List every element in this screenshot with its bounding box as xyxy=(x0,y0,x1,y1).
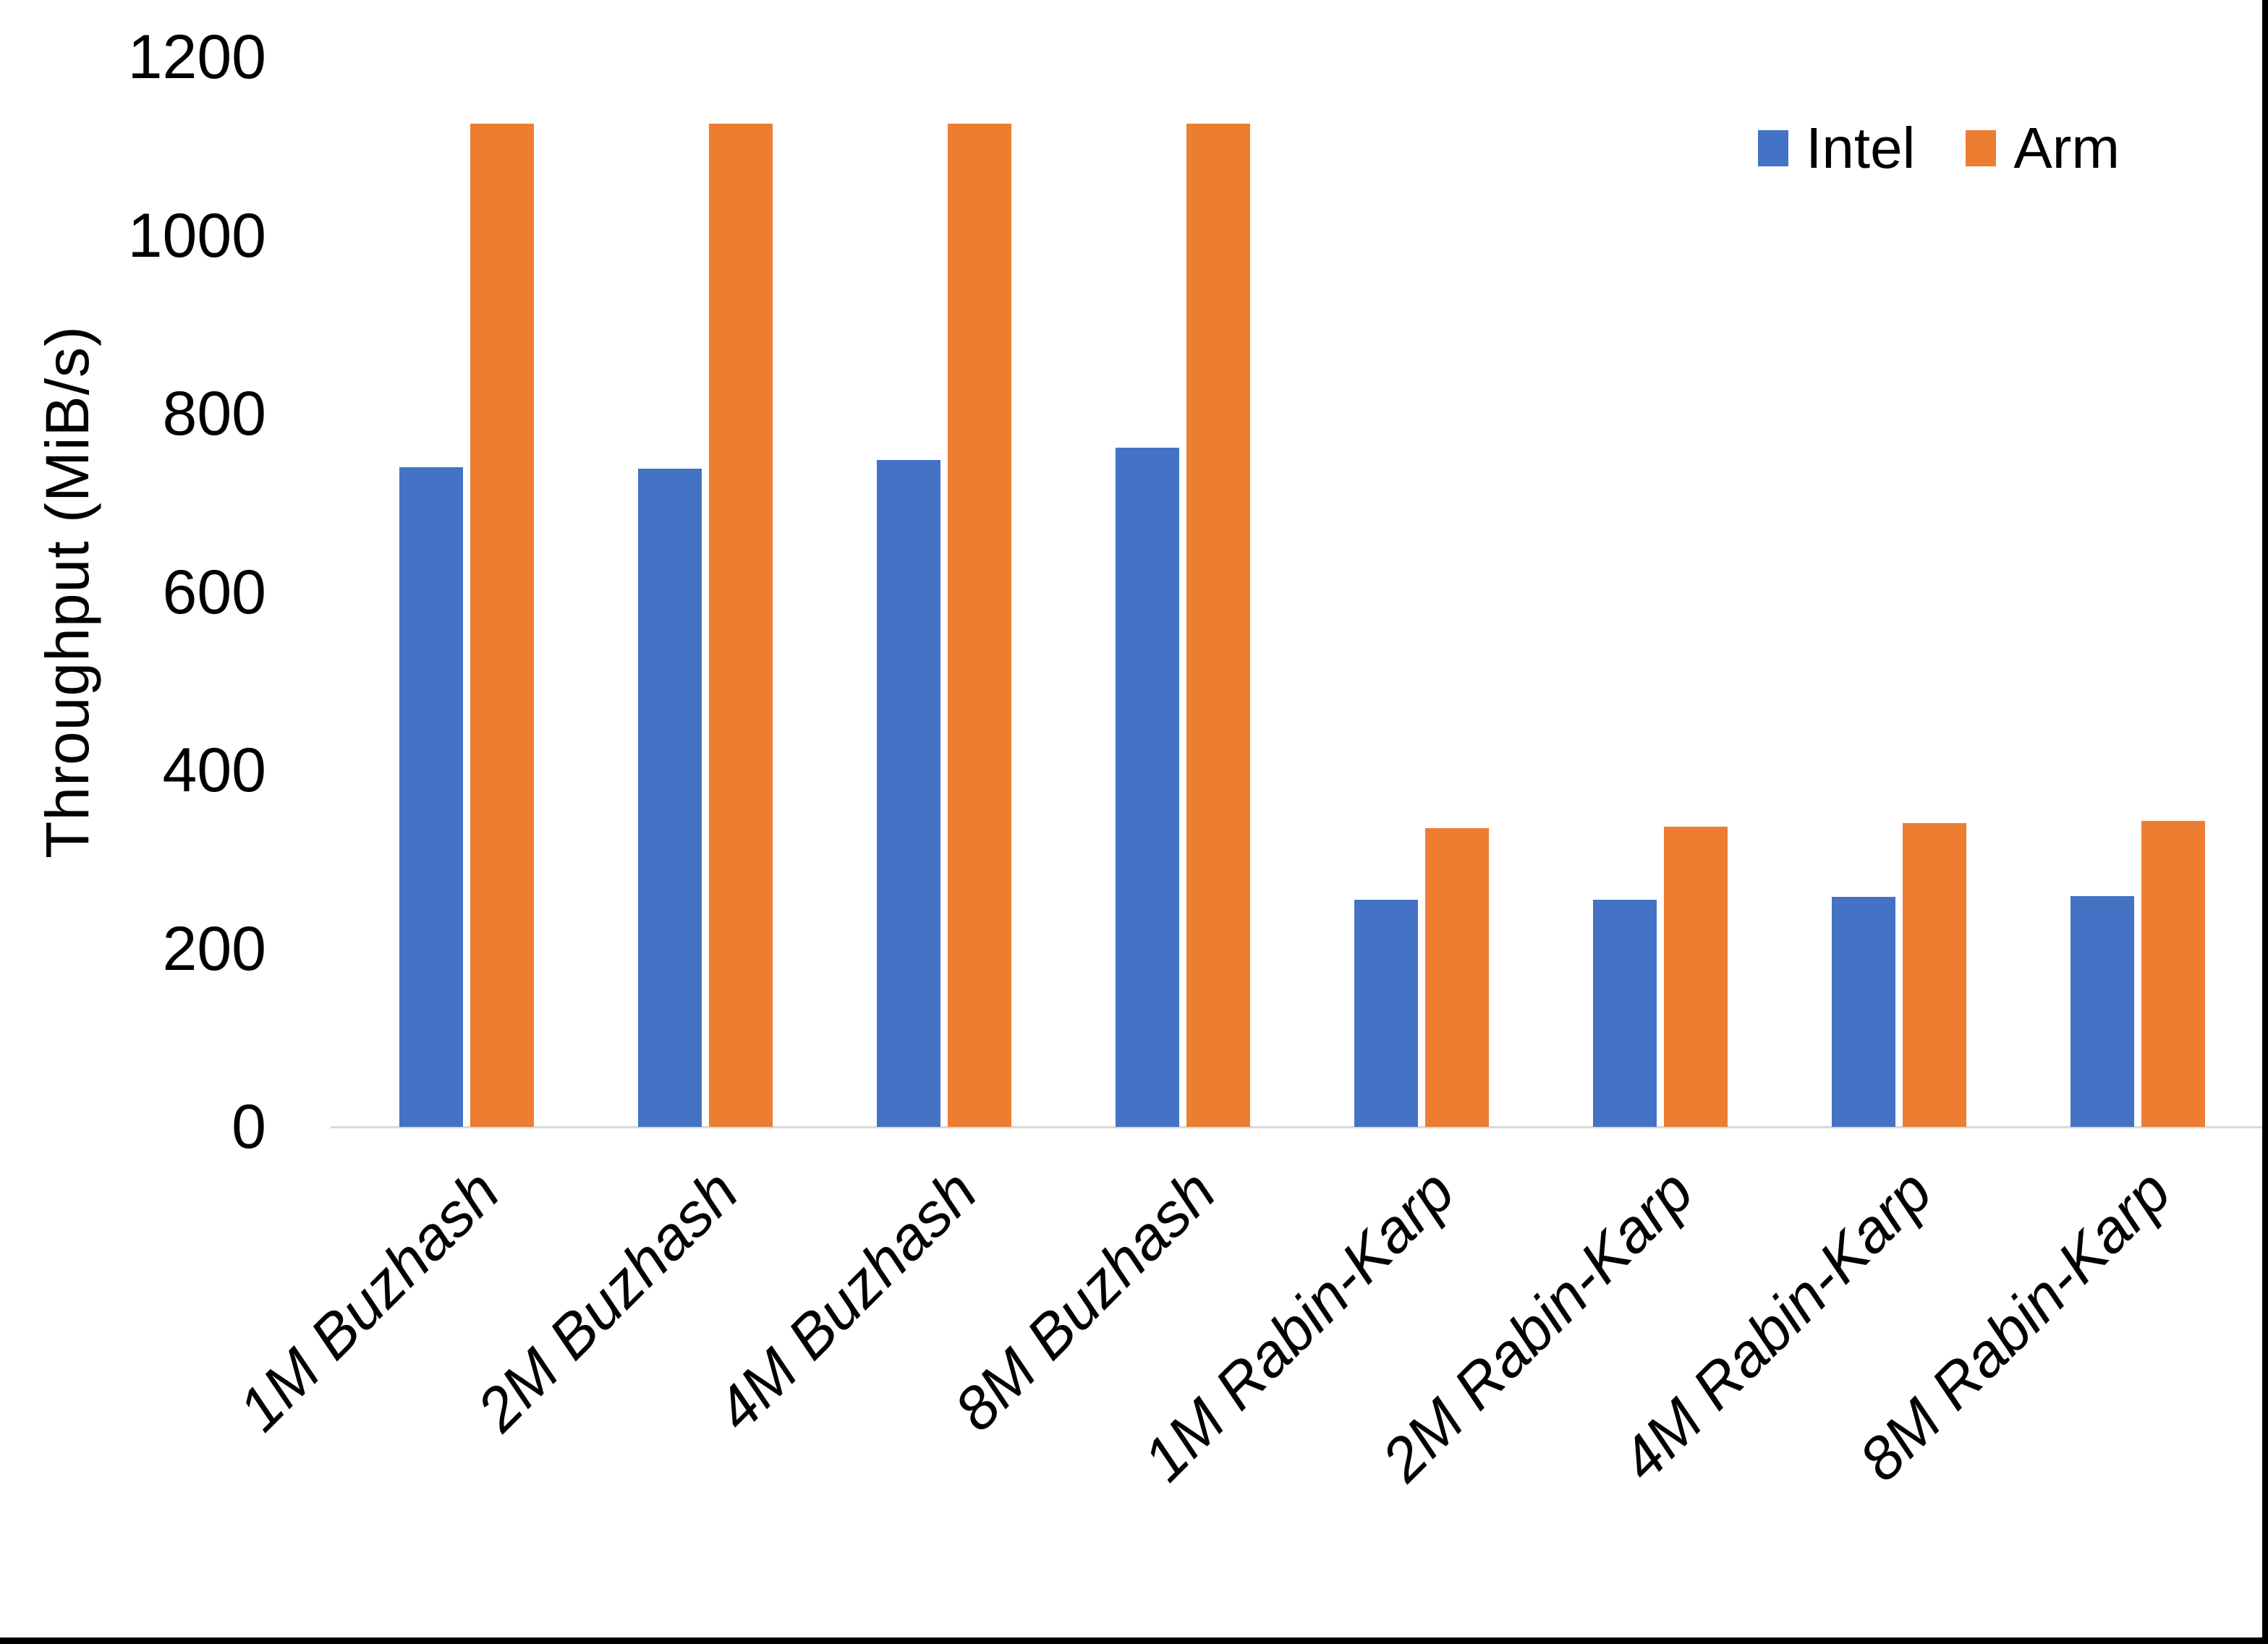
bar-group-8m-rabin-karp xyxy=(2070,821,2205,1127)
legend-label-arm: Arm xyxy=(2013,116,2120,180)
category-slot-1m-buzhash: 1M Buzhash xyxy=(225,57,586,1444)
bar-group-2m-rabin-karp xyxy=(1593,827,1728,1127)
bar-intel-8m-rabin-karp xyxy=(2070,896,2134,1127)
legend-label-intel: Intel xyxy=(1806,116,1916,180)
screenshot-bottom-edge xyxy=(0,1637,2268,1644)
bar-arm-2m-buzhash xyxy=(709,124,773,1127)
category-slot-2m-buzhash: 2M Buzhash xyxy=(464,57,825,1444)
bar-arm-4m-rabin-karp xyxy=(1903,823,1966,1127)
category-slot-1m-rabin-karp: 1M Rabin-Karp xyxy=(1130,57,1541,1494)
y-axis-tick-labels: 0 200 400 600 800 1000 1200 xyxy=(0,0,266,1644)
category-slot-8m-buzhash: 8M Buzhash xyxy=(941,57,1302,1444)
bar-group-4m-rabin-karp xyxy=(1832,823,1966,1127)
legend: Intel Arm xyxy=(1758,119,2120,177)
intel-color-swatch xyxy=(1758,130,1789,166)
x-axis-line xyxy=(331,1126,2264,1128)
bar-group-1m-rabin-karp xyxy=(1354,828,1489,1127)
y-tick-label-800: 800 xyxy=(162,379,267,448)
category-slot-4m-buzhash: 4M Buzhash xyxy=(702,57,1063,1444)
bar-group-4m-buzhash xyxy=(877,124,1011,1127)
legend-item-arm: Arm xyxy=(1966,119,2120,177)
bar-arm-2m-rabin-karp xyxy=(1664,827,1728,1127)
y-tick-label-1200: 1200 xyxy=(127,22,266,92)
bar-arm-8m-buzhash xyxy=(1186,124,1250,1127)
y-tick-label-200: 200 xyxy=(162,913,267,984)
screenshot-right-edge xyxy=(2262,0,2268,1644)
y-tick-label-0: 0 xyxy=(232,1092,266,1162)
bar-intel-1m-rabin-karp xyxy=(1354,900,1418,1127)
bar-intel-8m-buzhash xyxy=(1116,448,1179,1127)
bar-intel-2m-rabin-karp xyxy=(1593,900,1657,1127)
category-slot-4m-rabin-karp: 4M Rabin-Karp xyxy=(1607,57,2018,1494)
bar-intel-1m-buzhash xyxy=(399,467,463,1127)
bar-group-2m-buzhash xyxy=(638,124,773,1127)
y-tick-label-1000: 1000 xyxy=(127,200,266,271)
category-slot-2m-rabin-karp: 2M Rabin-Karp xyxy=(1369,57,1780,1494)
y-tick-label-600: 600 xyxy=(162,557,267,627)
legend-item-intel: Intel xyxy=(1758,119,1915,177)
bar-intel-4m-rabin-karp xyxy=(1832,897,1895,1127)
bar-group-1m-buzhash xyxy=(399,124,534,1127)
bar-intel-2m-buzhash xyxy=(638,469,702,1127)
category-slot-8m-rabin-karp: 8M Rabin-Karp xyxy=(1846,57,2257,1494)
bar-arm-4m-buzhash xyxy=(948,124,1011,1127)
y-tick-label-400: 400 xyxy=(162,736,267,805)
arm-color-swatch xyxy=(1966,130,1997,166)
bar-group-8m-buzhash xyxy=(1116,124,1250,1127)
bar-arm-1m-buzhash xyxy=(470,124,534,1127)
bar-arm-8m-rabin-karp xyxy=(2141,821,2205,1127)
bar-arm-1m-rabin-karp xyxy=(1425,828,1489,1127)
bar-intel-4m-buzhash xyxy=(877,460,940,1127)
plot-area: 1M Buzhash 2M Buzhash 4M Buzhash 8M Buzhash… xyxy=(225,57,2264,1494)
